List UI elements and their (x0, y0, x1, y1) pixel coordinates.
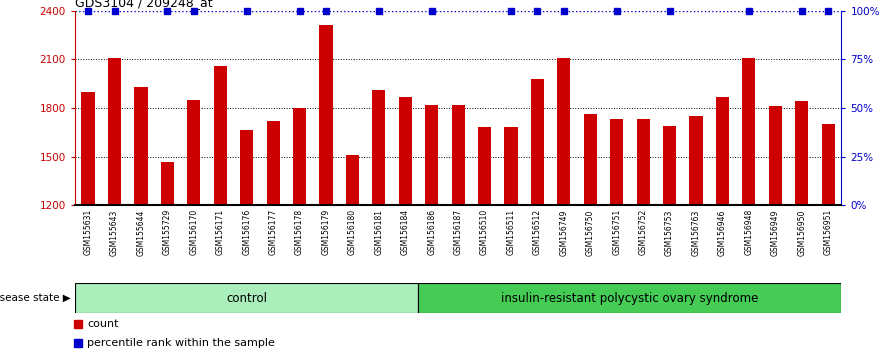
Text: GSM156511: GSM156511 (507, 209, 515, 255)
Bar (610, 119, 624, 205)
Bar (452, 105, 465, 205)
Text: GSM156178: GSM156178 (295, 209, 304, 255)
Text: GSM156512: GSM156512 (533, 209, 542, 255)
Bar (161, 161, 174, 205)
Text: GSM156749: GSM156749 (559, 209, 568, 256)
Text: control: control (226, 292, 267, 305)
Bar (742, 58, 756, 205)
Text: percentile rank within the sample: percentile rank within the sample (87, 338, 275, 348)
Bar (240, 130, 254, 205)
Text: GSM156948: GSM156948 (744, 209, 753, 256)
Text: GSM156510: GSM156510 (480, 209, 489, 256)
Bar (214, 66, 227, 205)
Bar (418, 283, 841, 313)
Bar (345, 155, 359, 205)
Text: GSM156186: GSM156186 (427, 209, 436, 255)
Bar (557, 58, 571, 205)
Bar (821, 124, 835, 205)
Bar (135, 87, 148, 205)
Bar (715, 97, 729, 205)
Text: GSM156184: GSM156184 (401, 209, 410, 255)
Text: GSM156763: GSM156763 (692, 209, 700, 256)
Text: disease state ▶: disease state ▶ (0, 293, 70, 303)
Bar (663, 126, 677, 205)
Text: GSM156951: GSM156951 (824, 209, 833, 256)
Bar (187, 100, 201, 205)
Text: GSM156179: GSM156179 (322, 209, 330, 256)
Text: GSM156170: GSM156170 (189, 209, 198, 256)
Text: GSM156176: GSM156176 (242, 209, 251, 256)
Text: GDS3104 / 209248_at: GDS3104 / 209248_at (75, 0, 212, 10)
Text: GSM156752: GSM156752 (639, 209, 648, 256)
Text: GSM156180: GSM156180 (348, 209, 357, 255)
Text: GSM156750: GSM156750 (586, 209, 595, 256)
Bar (795, 102, 809, 205)
Bar (292, 108, 307, 205)
Bar (530, 79, 544, 205)
Bar (398, 97, 411, 205)
Text: GSM156753: GSM156753 (665, 209, 674, 256)
Bar (504, 127, 517, 205)
Text: GSM156950: GSM156950 (797, 209, 806, 256)
Text: GSM156187: GSM156187 (454, 209, 463, 255)
Text: GSM156946: GSM156946 (718, 209, 727, 256)
Bar (81, 92, 95, 205)
Text: GSM156177: GSM156177 (269, 209, 278, 256)
Text: GSM156949: GSM156949 (771, 209, 780, 256)
Bar (75, 283, 418, 313)
Bar (768, 106, 782, 205)
Bar (478, 127, 492, 205)
Text: insulin-resistant polycystic ovary syndrome: insulin-resistant polycystic ovary syndr… (501, 292, 759, 305)
Text: GSM155644: GSM155644 (137, 209, 145, 256)
Text: count: count (87, 319, 119, 329)
Bar (319, 25, 332, 205)
Bar (373, 90, 386, 205)
Bar (426, 105, 439, 205)
Text: GSM156751: GSM156751 (612, 209, 621, 256)
Text: GSM156181: GSM156181 (374, 209, 383, 255)
Bar (636, 119, 650, 205)
Text: GSM155631: GSM155631 (84, 209, 93, 256)
Text: GSM156171: GSM156171 (216, 209, 225, 255)
Bar (266, 121, 279, 205)
Text: GSM155643: GSM155643 (110, 209, 119, 256)
Text: GSM155729: GSM155729 (163, 209, 172, 256)
Bar (108, 58, 122, 205)
Bar (690, 116, 703, 205)
Bar (583, 114, 597, 205)
